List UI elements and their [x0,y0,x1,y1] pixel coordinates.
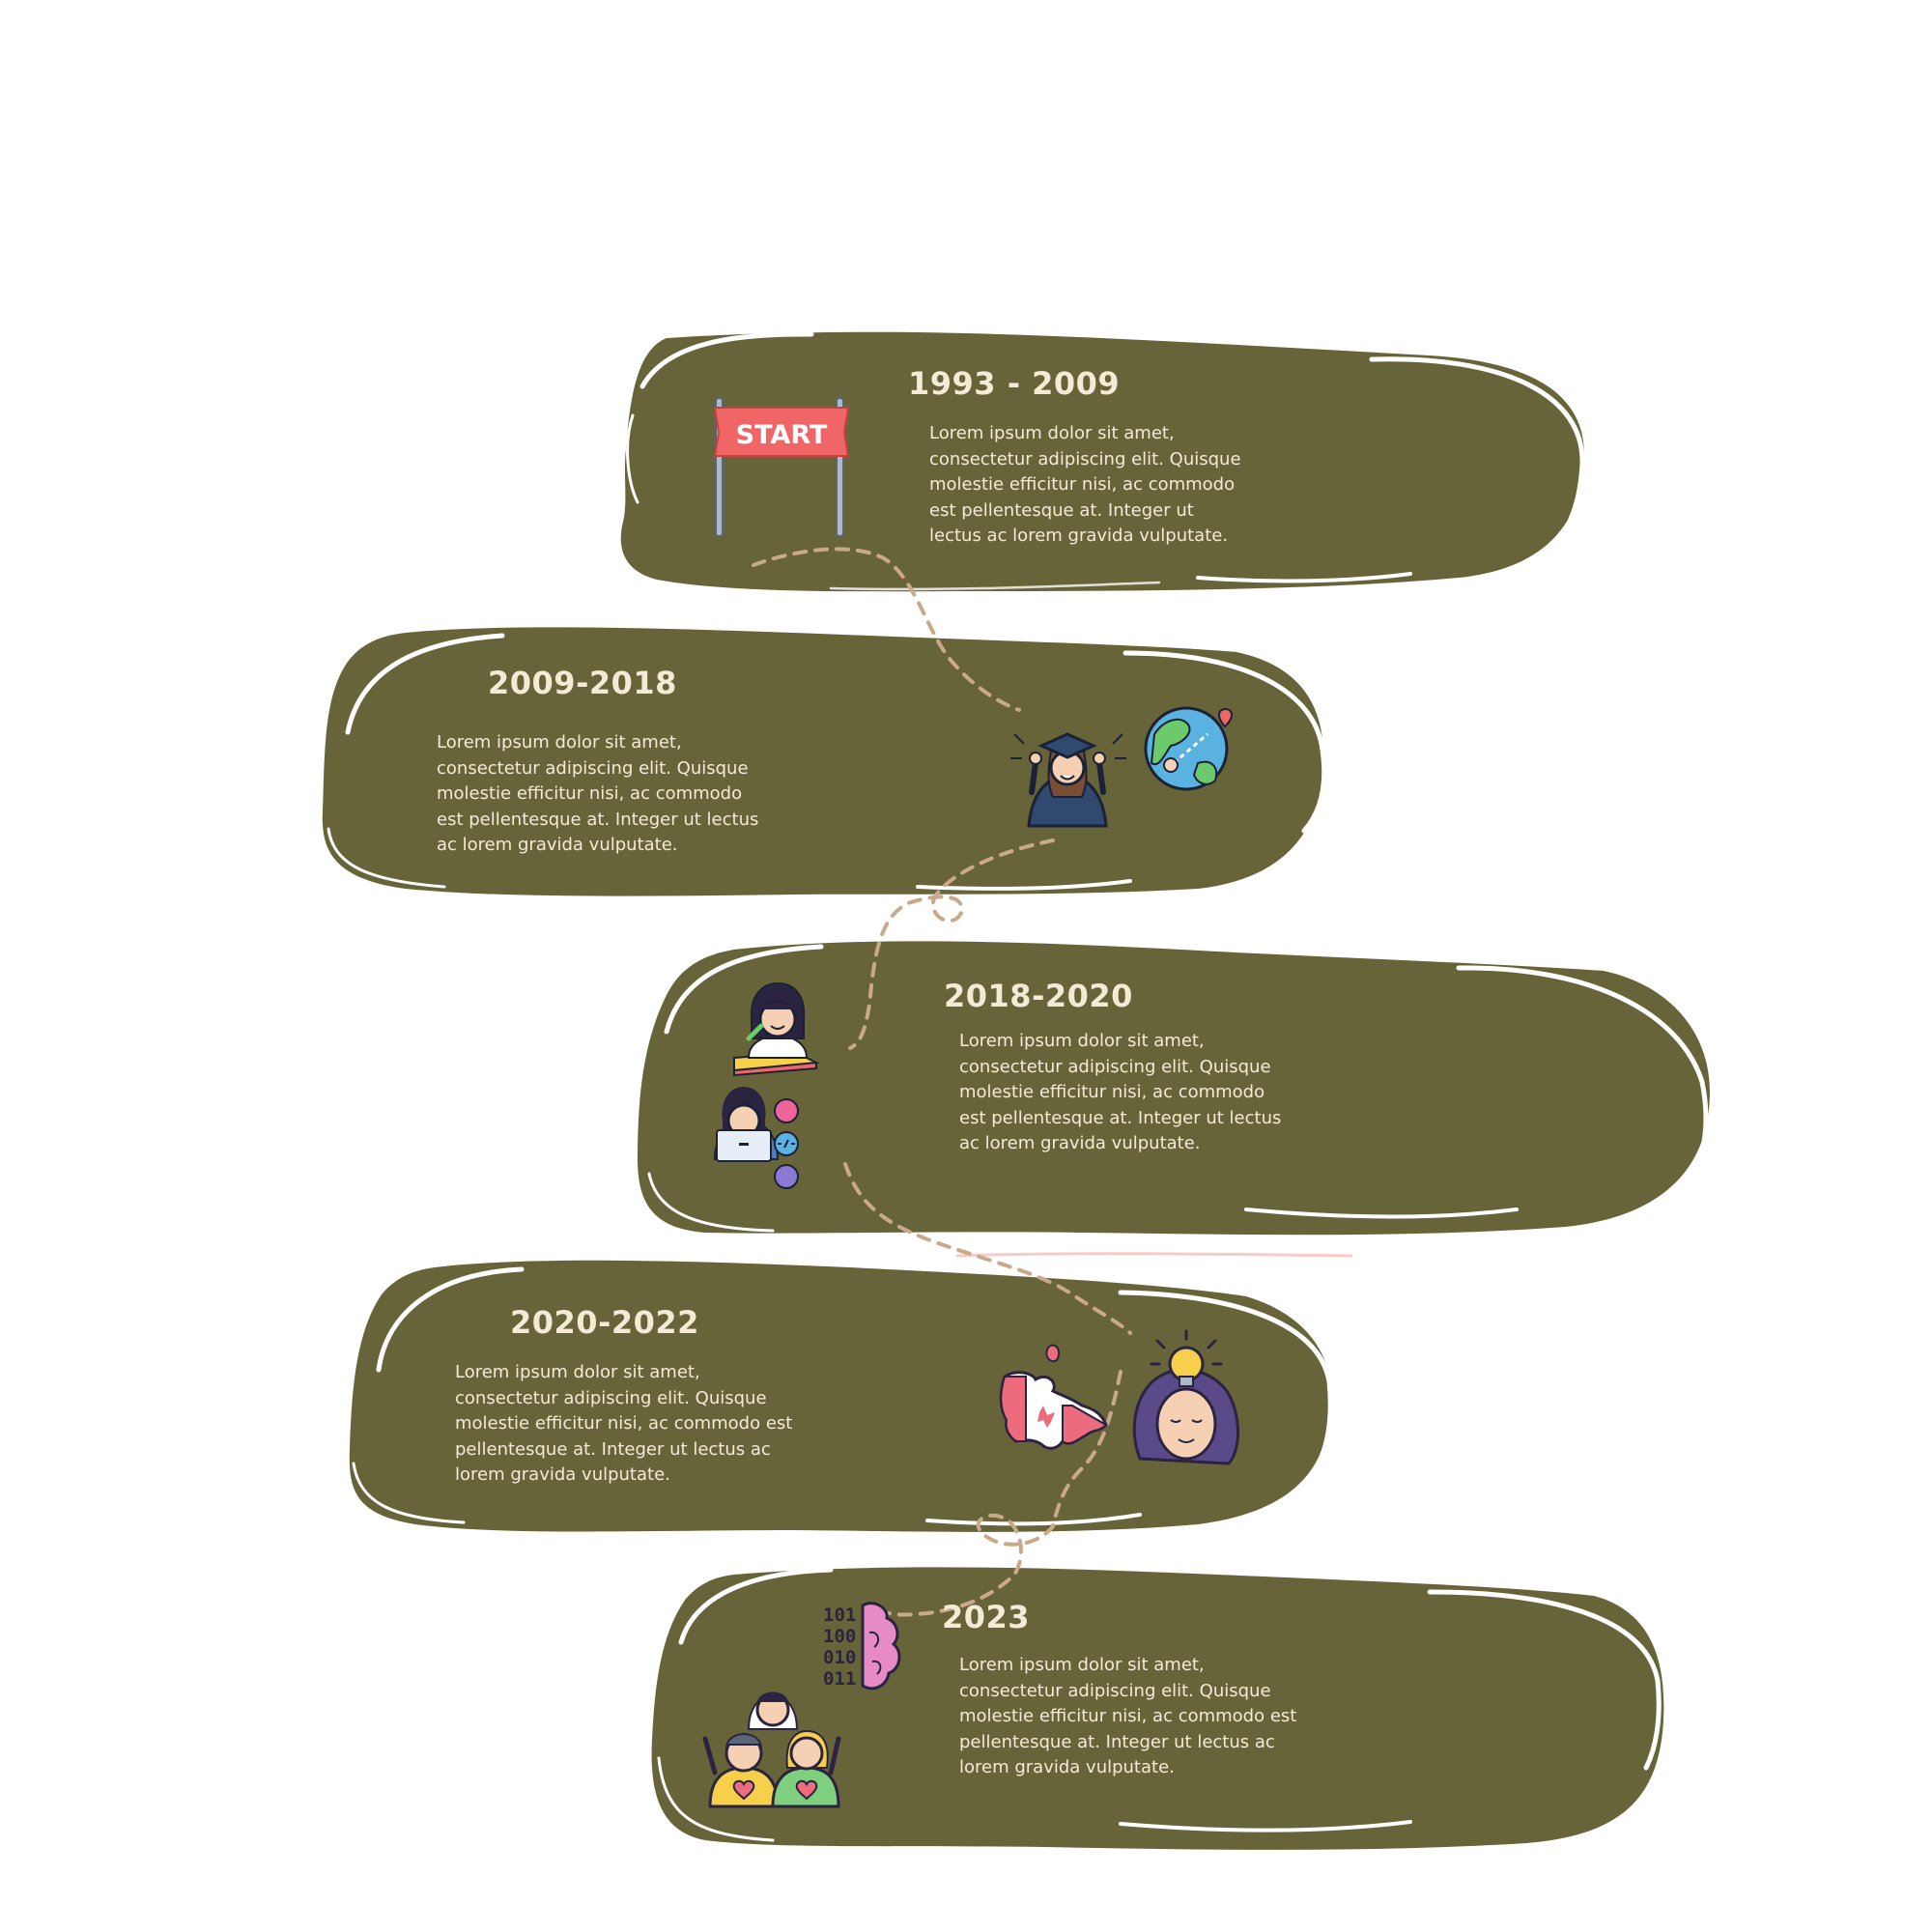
stage-1-description: Lorem ipsum dolor sit amet, consectetur … [929,423,1241,546]
stage-1-blob [620,331,1585,592]
stage-4-title: 2020-2022 [510,1304,699,1341]
svg-text:100: 100 [823,1626,856,1647]
stage-4-description: Lorem ipsum dolor sit amet, consectetur … [455,1362,793,1485]
banner-label: START [736,420,828,450]
connector-path [752,547,1132,1617]
stage-3-description: Lorem ipsum dolor sit amet, consectetur … [959,1031,1282,1153]
svg-text:011: 011 [823,1668,856,1690]
idea-woman-icon [1132,1329,1239,1465]
stage-4-blob [349,1260,1333,1532]
binary-brain-icon: 101 100 010 011 [823,1602,901,1690]
globe-travel-icon [1144,706,1234,791]
svg-text:101: 101 [823,1605,856,1626]
student-reading-icon [733,981,820,1077]
stage-5-title: 2023 [942,1599,1031,1635]
stage-2-blob [322,627,1327,896]
graduate-icon [1010,732,1126,828]
stage-5-blob [651,1567,1664,1850]
community-group-icon [702,1691,841,1808]
stage-1-title: 1993 - 2009 [908,365,1121,402]
stage-3-blob [638,941,1710,1236]
stage-3-title: 2018-2020 [944,978,1133,1014]
svg-text:010: 010 [823,1647,856,1668]
stage-5-description: Lorem ipsum dolor sit amet, consectetur … [959,1655,1297,1777]
start-banner-icon: START [713,397,850,537]
accent-line [955,1252,1353,1258]
canada-map-icon [999,1344,1108,1450]
developer-laptop-icon [713,1087,799,1189]
stage-2-description: Lorem ipsum dolor sit amet, consectetur … [437,732,759,855]
stage-2-title: 2009-2018 [488,665,677,701]
